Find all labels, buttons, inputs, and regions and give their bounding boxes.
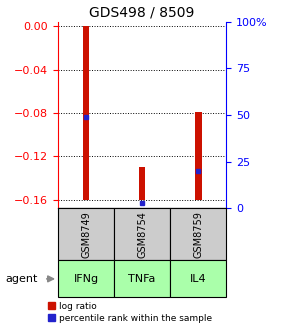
Text: GSM8749: GSM8749 xyxy=(81,211,91,258)
Bar xyxy=(114,208,170,260)
Title: GDS498 / 8509: GDS498 / 8509 xyxy=(89,5,195,19)
Text: IL4: IL4 xyxy=(190,274,206,284)
Text: agent: agent xyxy=(6,274,38,284)
Bar xyxy=(58,260,114,297)
Text: GSM8759: GSM8759 xyxy=(193,211,203,258)
Text: GSM8754: GSM8754 xyxy=(137,211,147,258)
Legend: log ratio, percentile rank within the sample: log ratio, percentile rank within the sa… xyxy=(48,302,212,323)
Bar xyxy=(83,26,89,200)
Text: TNFa: TNFa xyxy=(128,274,156,284)
Bar xyxy=(114,260,170,297)
Bar xyxy=(170,208,226,260)
Text: IFNg: IFNg xyxy=(73,274,99,284)
Bar xyxy=(139,167,146,200)
Bar xyxy=(195,112,202,200)
Bar xyxy=(58,208,114,260)
Bar xyxy=(170,260,226,297)
